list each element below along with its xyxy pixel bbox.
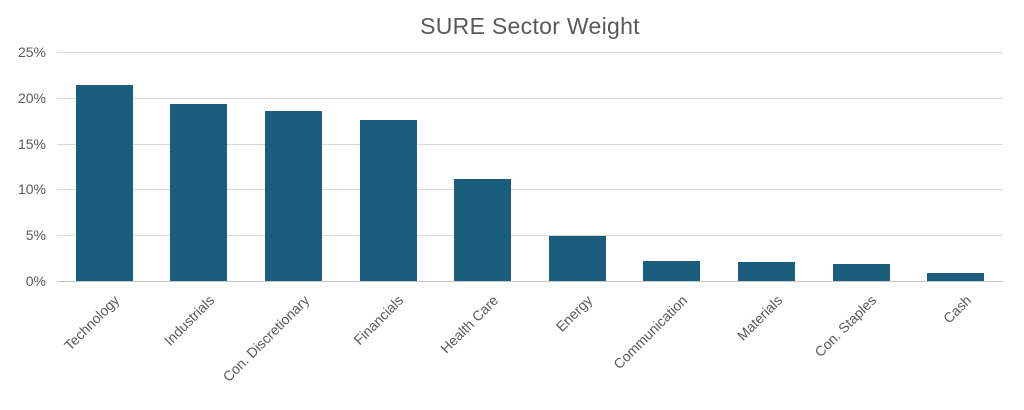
x-axis-label-energy: Energy — [552, 292, 596, 335]
gridline — [57, 52, 1003, 53]
bar-technology — [76, 85, 133, 281]
bar-cash — [927, 273, 984, 281]
y-axis-tick-label: 0% — [25, 273, 46, 289]
y-axis-tick-label: 15% — [17, 136, 46, 152]
x-axis-label-con-staples: Con. Staples — [811, 292, 880, 361]
x-axis-label-materials: Materials — [733, 292, 786, 344]
bar-financials — [360, 120, 417, 281]
y-axis-tick-label: 25% — [17, 44, 46, 60]
bar-con-staples — [833, 264, 890, 281]
gridline — [57, 189, 1003, 190]
bar-health-care — [454, 179, 511, 281]
bar-materials — [738, 262, 795, 281]
x-axis-label-technology: Technology — [60, 292, 123, 354]
gridline — [57, 235, 1003, 236]
bar-energy — [549, 236, 606, 281]
x-axis-label-industrials: Industrials — [160, 292, 218, 349]
bar-communication — [643, 261, 700, 281]
x-axis-label-financials: Financials — [350, 292, 407, 348]
gridline — [57, 144, 1003, 145]
gridline — [57, 98, 1003, 99]
y-axis-tick-label: 10% — [17, 181, 46, 197]
x-axis-label-health-care: Health Care — [437, 292, 502, 357]
bar-con-discretionary — [265, 111, 322, 281]
y-axis-tick-label: 5% — [25, 227, 46, 243]
x-axis-line — [57, 281, 1003, 282]
chart-title: SURE Sector Weight — [420, 13, 640, 39]
x-axis-label-communication: Communication — [610, 292, 691, 373]
x-axis-label-con-discretionary: Con. Discretionary — [219, 292, 313, 385]
bar-industrials — [170, 104, 227, 281]
x-axis-label-cash: Cash — [939, 292, 975, 327]
y-axis-tick-label: 20% — [17, 90, 46, 106]
